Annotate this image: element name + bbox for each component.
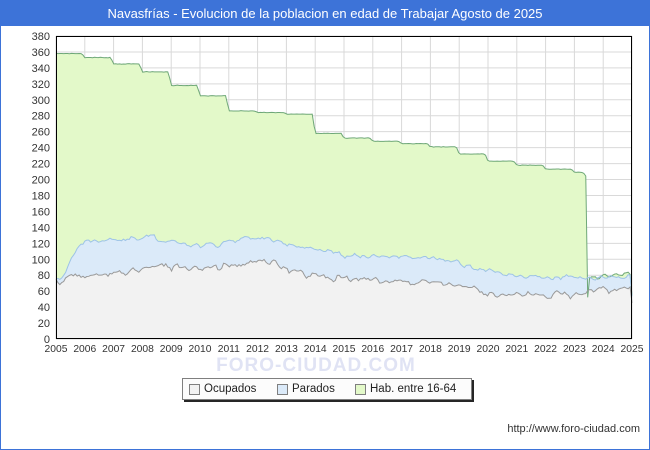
svg-text:2011: 2011	[218, 344, 240, 355]
svg-text:2022: 2022	[534, 344, 557, 355]
svg-text:80: 80	[38, 270, 50, 282]
svg-text:100: 100	[32, 254, 50, 266]
svg-text:2017: 2017	[390, 344, 413, 355]
svg-text:120: 120	[32, 238, 50, 250]
svg-text:280: 280	[32, 111, 50, 123]
svg-text:180: 180	[32, 190, 50, 202]
svg-text:2007: 2007	[102, 344, 125, 355]
svg-text:380: 380	[32, 31, 50, 43]
svg-text:260: 260	[32, 127, 50, 139]
svg-text:2012: 2012	[246, 344, 269, 355]
svg-text:40: 40	[38, 302, 50, 314]
svg-text:2008: 2008	[131, 344, 154, 355]
svg-text:160: 160	[32, 206, 50, 218]
svg-text:2010: 2010	[189, 344, 212, 355]
svg-text:FORO-CIUDAD.COM: FORO-CIUDAD.COM	[216, 355, 416, 376]
svg-text:2005: 2005	[45, 344, 68, 355]
svg-text:300: 300	[32, 95, 50, 107]
svg-text:60: 60	[38, 286, 50, 298]
svg-text:320: 320	[32, 79, 50, 91]
svg-text:20: 20	[38, 318, 50, 330]
svg-text:220: 220	[32, 159, 50, 171]
svg-text:2019: 2019	[448, 344, 471, 355]
svg-text:140: 140	[32, 222, 50, 234]
svg-text:2018: 2018	[419, 344, 442, 355]
svg-text:2025: 2025	[621, 344, 644, 355]
svg-text:2016: 2016	[361, 344, 384, 355]
svg-text:2021: 2021	[505, 344, 528, 355]
svg-text:2014: 2014	[304, 344, 327, 355]
svg-text:2013: 2013	[275, 344, 298, 355]
svg-text:360: 360	[32, 47, 50, 59]
svg-text:2006: 2006	[73, 344, 96, 355]
svg-text:2024: 2024	[592, 344, 615, 355]
svg-text:2023: 2023	[563, 344, 586, 355]
svg-text:2015: 2015	[333, 344, 356, 355]
svg-text:200: 200	[32, 175, 50, 187]
svg-text:2020: 2020	[477, 344, 500, 355]
svg-text:340: 340	[32, 63, 50, 75]
svg-text:2009: 2009	[160, 344, 183, 355]
svg-text:240: 240	[32, 143, 50, 155]
